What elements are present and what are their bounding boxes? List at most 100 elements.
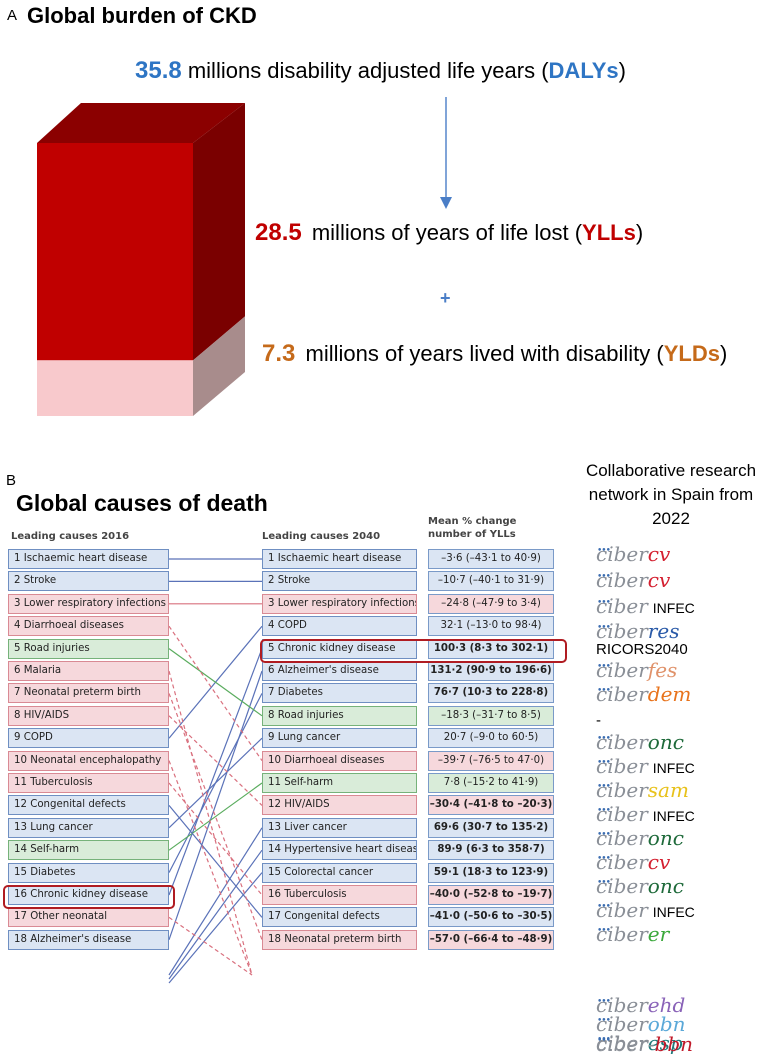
panel-a-letter: A (7, 7, 18, 24)
cause-2016-13-lung-cancer: 13 Lung cancer (8, 817, 169, 838)
logo-suffix: bbn (654, 1032, 694, 1056)
logo-base: ciber (596, 1012, 648, 1036)
logo-base: ciber (596, 802, 648, 826)
network-logo-bottom-2: ••• ciberesp (596, 1032, 683, 1054)
logo-suffix: onc (647, 874, 684, 898)
logo-suffix: onc (647, 730, 684, 754)
network-logo-16: ••• ciberer (596, 923, 669, 945)
cause-2040-7-diabetes: 7 Diabetes (262, 683, 417, 704)
logo-dots-icon: ••• (597, 1035, 611, 1045)
logo-base: ciber (596, 993, 648, 1017)
logo-suffix: onc (647, 826, 684, 850)
logo-dots-icon: ••• (597, 734, 611, 744)
network-logo-10: ••• cibersam (596, 779, 689, 801)
header-change-line1: Mean % change (428, 516, 517, 527)
cause-2016-5-road-injuries: 5 Road injuries (8, 638, 169, 659)
logo-suffix: cv (647, 542, 671, 566)
network-logo-9: ••• ciber INFEC (596, 755, 695, 779)
logo-dots-icon: ••• (597, 1036, 611, 1046)
cause-2040-1-ischaemic-heart-disease: 1 Ischaemic heart disease (262, 549, 417, 569)
ylds-text: millions of years lived with disability … (305, 341, 664, 366)
logo-extra: INFEC (652, 600, 695, 616)
logo-extra: INFEC (652, 904, 695, 920)
burden-stack-graphic (37, 97, 452, 416)
link-dropout-10 (168, 760, 253, 976)
change-16-tuberculosis: –40·0 (–52·8 to –19·7) (428, 885, 554, 905)
link-10-diarrhoeal-diseases (168, 625, 263, 761)
link-18-neonatal-preterm-birth (168, 693, 263, 941)
change-2-stroke: –10·7 (–40·1 to 31·9) (428, 571, 554, 592)
logo-base: ciber (596, 1031, 648, 1055)
logo-base: ciber (596, 898, 648, 922)
logo-suffix: cv (647, 568, 671, 592)
change-8-road-injuries: –18·3 (–31·7 to 8·5) (428, 705, 554, 726)
cause-2016-9-copd: 9 COPD (8, 728, 169, 749)
cause-2016-14-self-harm: 14 Self-harm (8, 840, 169, 861)
link-6-alzheimer-s-disease (168, 670, 263, 940)
highlight-ckd-2016 (3, 885, 175, 909)
cause-2016-2-stroke: 2 Stroke (8, 571, 169, 592)
logo-suffix: sam (647, 778, 689, 802)
logo-dots-icon: ••• (597, 623, 611, 633)
ylls-line: 28.5 millions of years of life lost (YLL… (255, 219, 643, 247)
logo-dots-icon: ••• (597, 1016, 611, 1026)
ylls-close: ) (635, 220, 644, 245)
dalys-value: 35.8 (135, 57, 182, 84)
logo-suffix: er (647, 922, 670, 946)
plus-sign: + (440, 288, 451, 308)
ylds-line: 7.3 millions of years lived with disabil… (262, 340, 727, 368)
link-12-hiv-aids (168, 715, 263, 806)
cause-2040-14-hypertensive-heart-disease: 14 Hypertensive heart disease (262, 840, 417, 861)
logo-suffix: obn (647, 1012, 686, 1036)
cause-2016-11-tuberculosis: 11 Tuberculosis (8, 773, 169, 793)
network-logo-bottom-0: ••• ciberehd (596, 994, 685, 1016)
network-label-4: RICORS2040 (596, 641, 688, 658)
cause-2040-4-copd: 4 COPD (262, 616, 417, 637)
cause-2040-6-alzheimer-s-disease: 6 Alzheimer's disease (262, 661, 417, 681)
logo-dots-icon: ••• (597, 902, 611, 912)
logo-dots-icon: ••• (597, 546, 611, 556)
logo-suffix: cv (647, 850, 671, 874)
header-change: Mean % change number of YLLs (428, 515, 516, 541)
change-14-hypertensive-heart-disease: 89·9 (6·3 to 358·7) (428, 840, 554, 861)
cause-2040-8-road-injuries: 8 Road injuries (262, 705, 417, 726)
network-logo-1: ••• cibercv (596, 569, 670, 591)
logo-dots-icon: ••• (597, 806, 611, 816)
change-3-lower-respiratory-infections: –24·8 (–47·9 to 3·4) (428, 593, 554, 614)
link-14-hypertensive-heart-disease (168, 849, 263, 980)
change-11-self-harm: 7·8 (–15·2 to 41·9) (428, 773, 554, 793)
cause-2040-2-stroke: 2 Stroke (262, 571, 417, 592)
cause-2040-16-tuberculosis: 16 Tuberculosis (262, 885, 417, 905)
stack-side-ylls (193, 103, 245, 361)
ylls-text: millions of years of life lost ( (311, 220, 583, 245)
network-logo-15: ••• ciber INFEC (596, 899, 695, 923)
cause-2016-8-hiv-aids: 8 HIV/AIDS (8, 705, 169, 726)
logo-dots-icon: ••• (597, 662, 611, 672)
dalys-text: millions disability adjusted life years … (187, 58, 549, 83)
cause-2040-9-lung-cancer: 9 Lung cancer (262, 728, 417, 749)
logo-suffix: res (647, 619, 680, 643)
cause-2016-6-malaria: 6 Malaria (8, 661, 169, 681)
dalys-acronym: DALYs (548, 58, 619, 83)
header-change-line2: number of YLLs (428, 529, 516, 540)
network-logo-bottom-1: ••• ciberobn (596, 1013, 686, 1035)
header-2016: Leading causes 2016 (11, 531, 130, 542)
cause-2016-12-congenital-defects: 12 Congenital defects (8, 795, 169, 816)
logo-extra: INFEC (652, 760, 695, 776)
link-5-chronic-kidney-disease (168, 648, 263, 896)
ylds-value: 7.3 (262, 340, 296, 367)
cause-2016-18-alzheimer-s-disease: 18 Alzheimer's disease (8, 929, 169, 950)
network-logo-bottom-3: ••• ciber-bbn (596, 1033, 693, 1055)
cause-2016-7-neonatal-preterm-birth: 7 Neonatal preterm birth (8, 683, 169, 704)
logo-dots-icon: ••• (597, 878, 611, 888)
change-9-lung-cancer: 20·7 (–9·0 to 60·5) (428, 728, 554, 749)
network-logo-14: ••• ciberonc (596, 875, 684, 897)
panel-b-title: Global causes of death (16, 490, 268, 516)
change-13-liver-cancer: 69·6 (30·7 to 135·2) (428, 817, 554, 838)
change-15-colorectal-cancer: 59·1 (18·3 to 123·9) (428, 862, 554, 883)
cause-2040-11-self-harm: 11 Self-harm (262, 773, 417, 793)
cause-2040-17-congenital-defects: 17 Congenital defects (262, 907, 417, 928)
ylls-acronym: YLLs (582, 220, 636, 245)
link-11-self-harm (168, 782, 263, 851)
network-logo-11: ••• ciber INFEC (596, 803, 695, 827)
